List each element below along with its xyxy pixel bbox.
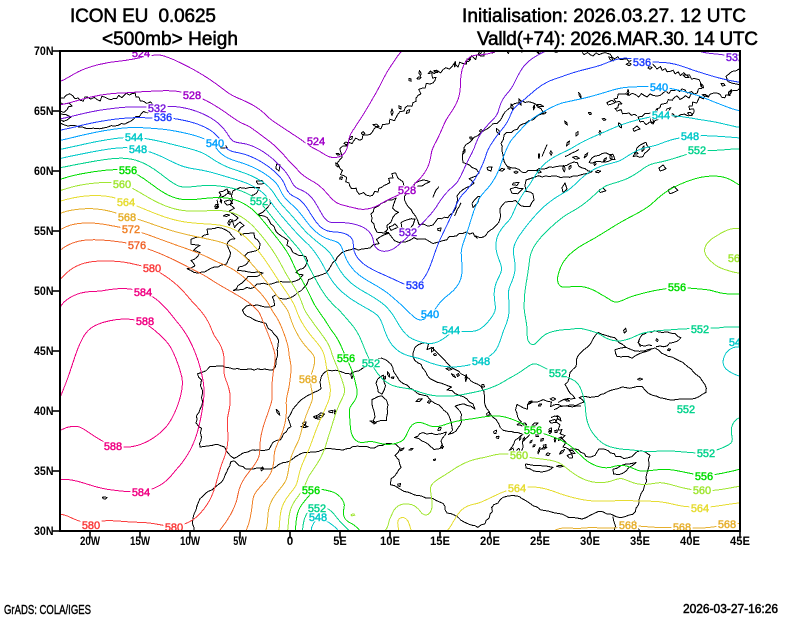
svg-text:55N: 55N [34, 226, 54, 238]
svg-text:<500mb> Heigh: <500mb> Heigh [102, 29, 238, 50]
svg-text:30E: 30E [580, 536, 600, 548]
svg-text:552: 552 [362, 358, 380, 370]
svg-text:15W: 15W [130, 536, 150, 548]
svg-text:572: 572 [122, 224, 140, 236]
svg-text:528: 528 [398, 185, 416, 197]
svg-text:588: 588 [136, 316, 154, 328]
svg-text:40N: 40N [34, 406, 54, 418]
svg-text:556: 556 [524, 425, 542, 437]
svg-text:50N: 50N [34, 286, 54, 298]
svg-text:584: 584 [134, 287, 152, 299]
svg-text:540: 540 [421, 309, 439, 321]
svg-text:GrADS: COLA/IGES: GrADS: COLA/IGES [4, 603, 91, 617]
svg-text:552: 552 [250, 196, 268, 208]
svg-text:544: 544 [652, 110, 670, 122]
svg-text:10W: 10W [180, 536, 200, 548]
svg-text:548: 548 [309, 512, 327, 524]
svg-text:45E: 45E [730, 536, 750, 548]
svg-text:532: 532 [399, 227, 417, 239]
svg-text:40E: 40E [680, 536, 700, 548]
svg-text:552: 552 [308, 503, 326, 515]
svg-text:35N: 35N [34, 466, 54, 478]
svg-text:552: 552 [549, 368, 567, 380]
svg-text:564: 564 [117, 197, 135, 209]
svg-text:5W: 5W [233, 536, 247, 548]
svg-text:Initialisation: 2026.03.27. 12: Initialisation: 2026.03.27. 12 UTC [462, 6, 746, 27]
svg-text:2026-03-27-16:26: 2026-03-27-16:26 [683, 602, 778, 616]
svg-text:60N: 60N [34, 166, 54, 178]
svg-text:556: 556 [695, 471, 713, 483]
svg-text:10E: 10E [380, 536, 400, 548]
svg-text:540: 540 [650, 82, 668, 94]
svg-text:536: 536 [633, 57, 651, 69]
svg-text:580: 580 [82, 520, 100, 532]
svg-text:568: 568 [299, 374, 317, 386]
svg-text:25E: 25E [530, 536, 550, 548]
svg-text:560: 560 [693, 485, 711, 497]
svg-text:548: 548 [129, 144, 147, 156]
svg-text:568: 568 [118, 212, 136, 224]
svg-text:548: 548 [681, 131, 699, 143]
svg-text:576: 576 [128, 240, 146, 252]
svg-text:45N: 45N [34, 346, 54, 358]
svg-text:ICON EU 0.0625: ICON EU 0.0625 [70, 6, 216, 27]
svg-text:0: 0 [287, 536, 294, 548]
svg-text:544: 544 [442, 325, 460, 337]
svg-text:548: 548 [472, 356, 490, 368]
svg-text:556: 556 [119, 165, 137, 177]
svg-text:564: 564 [508, 483, 526, 495]
svg-text:35E: 35E [630, 536, 650, 548]
svg-text:20W: 20W [80, 536, 100, 548]
svg-text:568: 568 [673, 522, 691, 534]
svg-text:552: 552 [697, 448, 715, 460]
svg-text:536: 536 [406, 280, 424, 292]
svg-text:524: 524 [307, 136, 325, 148]
svg-text:70N: 70N [34, 46, 54, 58]
svg-text:544: 544 [125, 132, 143, 144]
svg-text:540: 540 [206, 138, 224, 150]
svg-text:532: 532 [726, 52, 744, 64]
svg-text:568: 568 [619, 520, 637, 532]
svg-text:580: 580 [143, 263, 161, 275]
svg-text:536: 536 [154, 112, 172, 124]
svg-text:556: 556 [337, 353, 355, 365]
svg-text:65N: 65N [34, 106, 54, 118]
svg-text:552: 552 [677, 404, 695, 416]
svg-text:560: 560 [113, 179, 131, 191]
svg-text:552: 552 [688, 145, 706, 157]
svg-text:560: 560 [510, 450, 528, 462]
svg-text:588: 588 [104, 441, 122, 453]
svg-text:524: 524 [132, 48, 150, 60]
svg-text:Valld(+74): 2026.MAR.30. 14 UT: Valld(+74): 2026.MAR.30. 14 UTC [477, 29, 758, 50]
svg-text:30N: 30N [34, 526, 54, 538]
svg-text:560: 560 [728, 253, 746, 265]
svg-text:15E: 15E [430, 536, 450, 548]
svg-text:548: 548 [729, 337, 747, 349]
svg-text:20E: 20E [480, 536, 500, 548]
svg-text:580: 580 [165, 522, 183, 534]
svg-text:568: 568 [718, 519, 736, 531]
svg-text:556: 556 [302, 485, 320, 497]
svg-text:532: 532 [148, 103, 166, 115]
svg-text:564: 564 [691, 503, 709, 515]
svg-text:552: 552 [691, 324, 709, 336]
svg-text:584: 584 [132, 487, 150, 499]
svg-text:528: 528 [183, 90, 201, 102]
svg-text:5E: 5E [333, 536, 347, 548]
svg-text:556: 556 [668, 282, 686, 294]
